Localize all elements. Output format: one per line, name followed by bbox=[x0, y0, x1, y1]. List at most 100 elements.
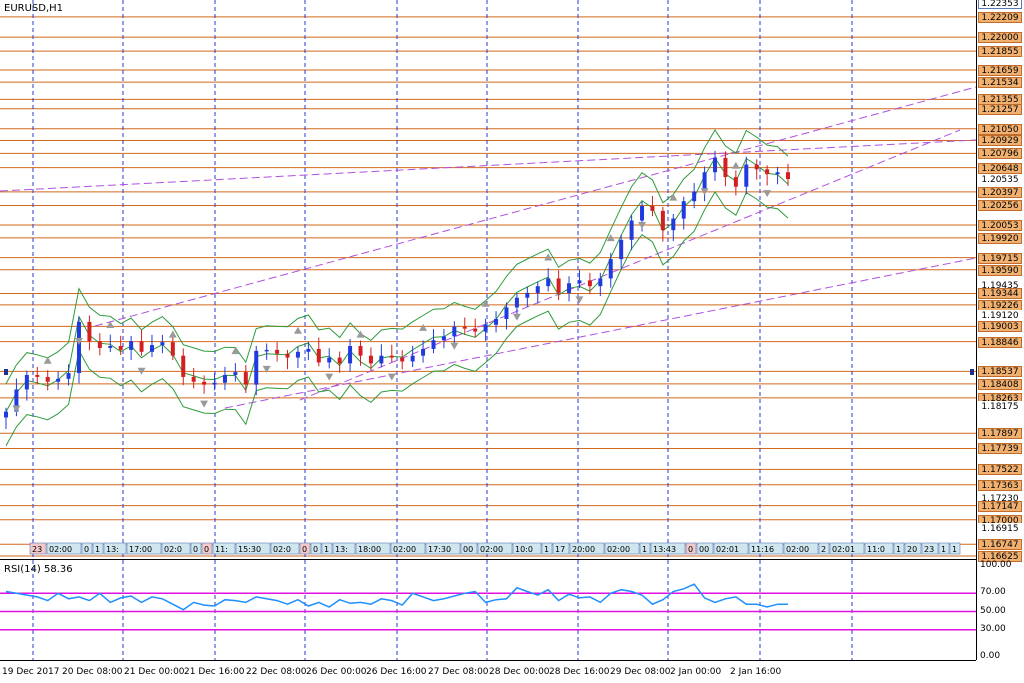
candle-body bbox=[191, 376, 196, 382]
price-tick: 1.20929 bbox=[978, 135, 1022, 147]
candle-body bbox=[97, 341, 102, 348]
event-label: 1 bbox=[324, 545, 329, 554]
event-label: 11:0 bbox=[867, 545, 885, 554]
rsi-indicator-label: RSI(14) 58.36 bbox=[4, 564, 73, 575]
event-marker bbox=[477, 542, 513, 555]
price-tick: 1.17147 bbox=[978, 500, 1022, 512]
event-marker bbox=[904, 542, 922, 555]
candle-body bbox=[441, 336, 446, 341]
time-tick: 26 Dec 00:00 bbox=[306, 667, 367, 677]
time-tick: 2 Jan 16:00 bbox=[730, 667, 782, 677]
candle-body bbox=[306, 348, 311, 352]
event-label: 0 bbox=[193, 545, 198, 554]
candle-body bbox=[410, 355, 415, 362]
trend-line bbox=[0, 139, 977, 192]
price-tick: 1.18175 bbox=[978, 401, 1022, 413]
symbol-label: EURUSD,H1 bbox=[4, 3, 64, 14]
price-tick: 1.20256 bbox=[978, 200, 1022, 212]
time-tick: 20 Dec 08:00 bbox=[62, 667, 123, 677]
candle-body bbox=[494, 318, 499, 325]
event-marker bbox=[829, 542, 865, 555]
fractal-marker bbox=[731, 161, 740, 169]
candle-body bbox=[233, 372, 238, 375]
candle-body bbox=[87, 321, 92, 342]
candle-body bbox=[222, 374, 227, 383]
candle-body bbox=[170, 342, 175, 356]
price-tick: 1.20648 bbox=[978, 162, 1022, 174]
event-marker bbox=[938, 542, 950, 555]
price-tick: 1.19715 bbox=[978, 252, 1022, 264]
event-marker bbox=[604, 542, 640, 555]
event-label: 2 bbox=[821, 545, 826, 554]
candle-body bbox=[275, 349, 280, 354]
candle-body bbox=[129, 341, 134, 350]
event-label: 20:00 bbox=[572, 545, 595, 554]
event-marker bbox=[332, 542, 356, 555]
price-tick: 1.17363 bbox=[978, 479, 1022, 491]
candle-body bbox=[337, 357, 342, 364]
event-label: 15:30 bbox=[238, 545, 261, 554]
fractal-marker bbox=[450, 342, 459, 350]
rsi-tick: 30.00 bbox=[980, 623, 1006, 634]
time-tick: 21 Dec 00:00 bbox=[124, 667, 185, 677]
price-tick: 1.17739 bbox=[978, 443, 1022, 455]
event-label: 02:0 bbox=[164, 545, 182, 554]
fractal-marker bbox=[763, 190, 772, 198]
event-label: 0 bbox=[688, 545, 693, 554]
candle-body bbox=[514, 297, 519, 308]
candle-body bbox=[473, 328, 478, 332]
band-upper bbox=[5, 129, 789, 384]
fractal-marker bbox=[575, 296, 584, 304]
candle-body bbox=[24, 374, 29, 390]
event-label: 1 bbox=[941, 545, 946, 554]
candle-body bbox=[546, 278, 551, 287]
candle-body bbox=[368, 355, 373, 364]
event-label: 17:00 bbox=[129, 545, 152, 554]
time-tick: 26 Dec 16:00 bbox=[366, 667, 427, 677]
fractal-marker bbox=[231, 347, 240, 355]
candle-body bbox=[327, 357, 332, 363]
candle-body bbox=[212, 382, 217, 385]
candle-body bbox=[76, 321, 81, 374]
event-marker bbox=[650, 542, 686, 555]
candle-body bbox=[681, 201, 686, 219]
fractal-marker bbox=[262, 365, 271, 373]
fractal-marker bbox=[293, 326, 302, 334]
event-label: 0 bbox=[204, 545, 209, 554]
event-label: 1 bbox=[544, 545, 549, 554]
event-marker bbox=[46, 542, 82, 555]
price-tick: 1.22000 bbox=[978, 32, 1022, 44]
event-marker bbox=[201, 542, 213, 555]
price-tick: 1.19920 bbox=[978, 232, 1022, 244]
candle-body bbox=[765, 169, 770, 175]
candle-body bbox=[733, 177, 738, 187]
event-marker bbox=[321, 542, 333, 555]
trend-line bbox=[224, 257, 977, 409]
candle-body bbox=[452, 326, 457, 337]
event-label: 1 bbox=[642, 545, 647, 554]
price-tick: 1.16747 bbox=[978, 539, 1022, 551]
time-tick: 28 Dec 00:00 bbox=[489, 667, 550, 677]
price-tick: 1.20397 bbox=[978, 186, 1022, 198]
candle-body bbox=[45, 376, 50, 382]
fractal-marker bbox=[606, 234, 615, 242]
time-tick: 21 Dec 16:00 bbox=[184, 667, 245, 677]
event-marker bbox=[460, 542, 478, 555]
candle-body bbox=[358, 346, 363, 356]
candle-body bbox=[744, 164, 749, 187]
event-marker bbox=[713, 542, 749, 555]
event-label: 02:0 bbox=[273, 545, 291, 554]
fractal-marker bbox=[419, 323, 428, 331]
candle-body bbox=[35, 374, 40, 377]
price-tick: 1.19344 bbox=[978, 288, 1022, 300]
candle-body bbox=[577, 280, 582, 284]
fractal-marker bbox=[43, 356, 52, 364]
candle-body bbox=[421, 348, 426, 356]
event-marker bbox=[696, 542, 714, 555]
event-label: 13:43 bbox=[653, 545, 676, 554]
event-label: 0 bbox=[84, 545, 89, 554]
time-tick: 28 Dec 16:00 bbox=[549, 667, 610, 677]
fractal-marker bbox=[137, 367, 146, 375]
event-label: 02:00 bbox=[49, 545, 72, 554]
